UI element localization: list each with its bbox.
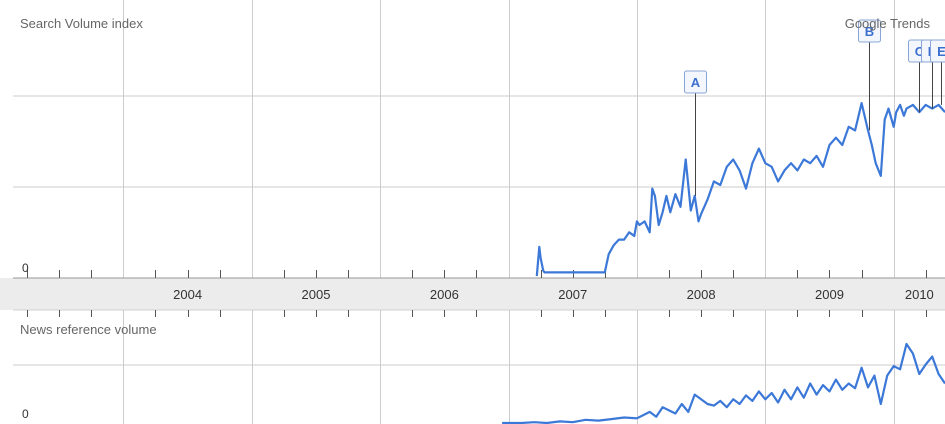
news-y-zero-label: 0 [22, 407, 29, 421]
grid-lines [13, 0, 945, 424]
event-flags: ABCDE [684, 19, 945, 196]
search-volume-label: Search Volume index [20, 16, 143, 31]
year-tick-label: 2010 [905, 287, 934, 302]
google-trends-label: Google Trends [845, 16, 931, 31]
year-axis: 2004 2005 2006 2007 2008 2009 2010 [13, 270, 945, 317]
year-tick-label: 2006 [430, 287, 459, 302]
news-volume-label: News reference volume [20, 322, 157, 337]
year-tick-label: 2009 [815, 287, 844, 302]
event-flag-box[interactable] [858, 19, 881, 43]
event-flag-label[interactable]: C [915, 44, 925, 59]
search-y-zero-label: 0 [22, 261, 29, 275]
event-flag-label[interactable]: B [865, 24, 874, 39]
year-axis-band [0, 278, 945, 310]
event-flag-box[interactable] [684, 70, 707, 94]
event-flag-label[interactable]: A [691, 75, 701, 90]
year-tick-label: 2005 [302, 287, 331, 302]
event-flag-box[interactable] [930, 39, 945, 63]
news-reference-line [502, 342, 945, 424]
search-volume-line [535, 101, 945, 277]
year-tick-label: 2004 [173, 287, 202, 302]
year-tick-label: 2008 [687, 287, 716, 302]
event-flag-label[interactable]: E [937, 44, 945, 59]
year-tick-label: 2007 [558, 287, 587, 302]
series-lines [502, 101, 945, 424]
